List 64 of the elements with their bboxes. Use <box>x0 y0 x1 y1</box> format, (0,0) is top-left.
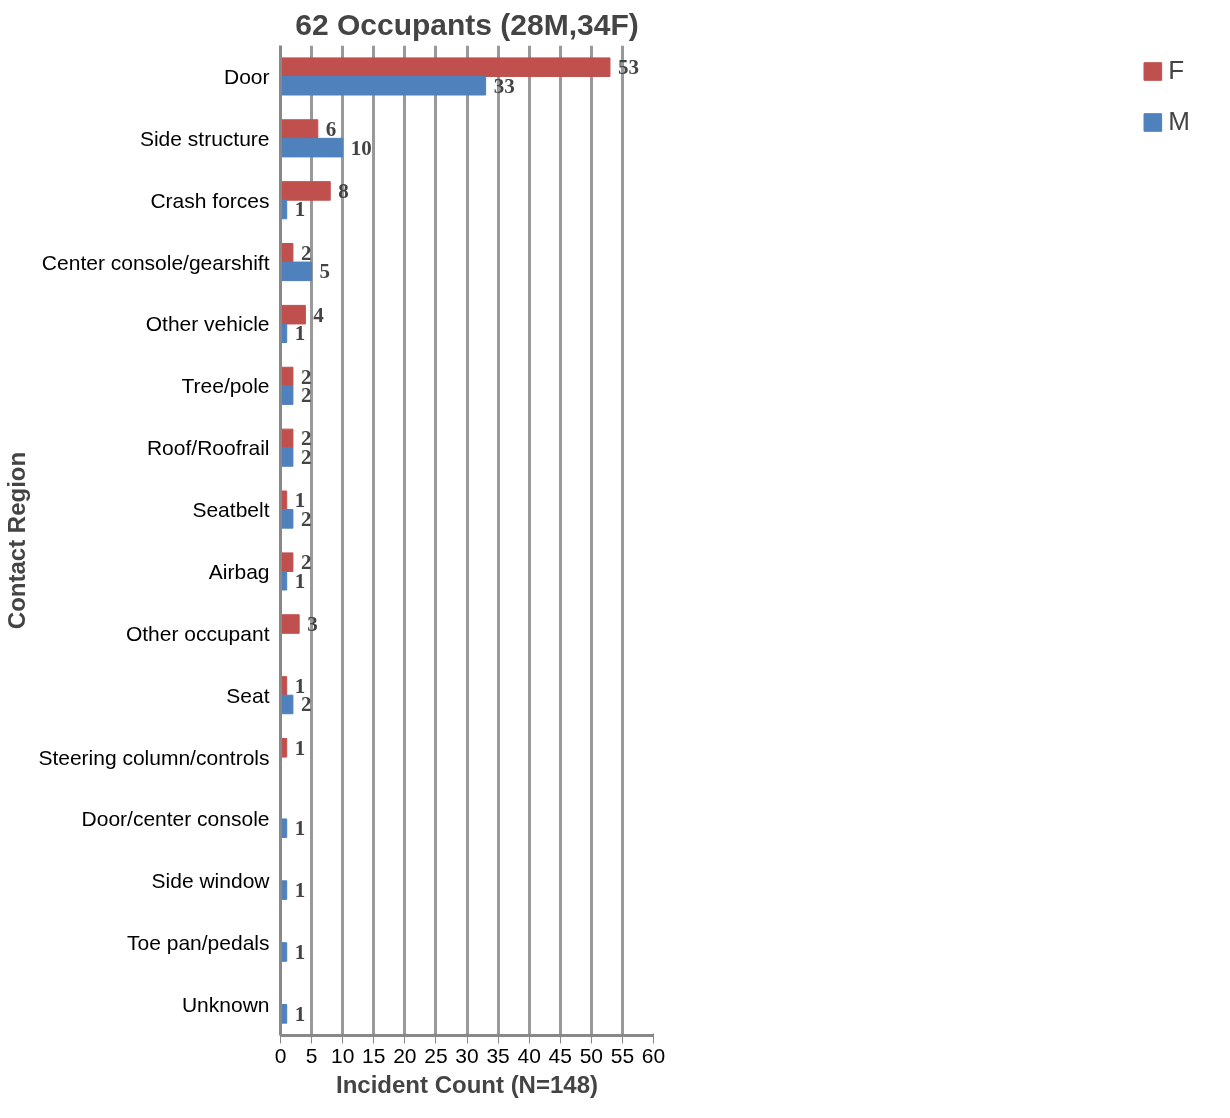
y-tick-label: Other occupant <box>125 621 270 645</box>
data-label: 1 <box>294 878 306 903</box>
y-tick-label: Other vehicle <box>145 312 270 336</box>
x-tick-label: 25 <box>424 1043 448 1067</box>
data-label: 33 <box>493 73 515 98</box>
bar <box>280 75 487 96</box>
x-tick-label: 15 <box>362 1043 386 1067</box>
data-label: 2 <box>300 240 312 265</box>
x-tick-label: 35 <box>486 1043 510 1067</box>
data-label: 4 <box>313 302 325 327</box>
y-tick-label: Seat <box>226 683 270 707</box>
bar <box>280 509 294 529</box>
x-tick-label: 40 <box>517 1043 541 1067</box>
bar <box>280 552 294 572</box>
x-tick-label: 55 <box>610 1043 635 1067</box>
bar <box>280 137 344 158</box>
bar <box>280 304 306 325</box>
bar <box>280 447 294 467</box>
data-label: 1 <box>294 816 306 841</box>
y-tick-label: Unknown <box>181 993 270 1017</box>
bar <box>280 614 300 634</box>
y-tick-label: Tree/pole <box>181 374 270 398</box>
data-label: 1 <box>294 939 306 964</box>
bar <box>280 428 294 449</box>
y-tick-label: Side window <box>151 869 271 893</box>
y-tick-label: Seatbelt <box>192 498 270 522</box>
y-tick-label: Steering column/controls <box>38 745 270 769</box>
data-label: 1 <box>294 197 306 222</box>
data-label: 6 <box>325 117 337 142</box>
bar <box>280 181 331 201</box>
bar <box>280 119 319 139</box>
x-axis-title: Incident Count (N=148) <box>335 1070 599 1098</box>
bar <box>280 57 611 77</box>
y-tick-label: Roof/Roofrail <box>146 436 270 460</box>
y-tick-label: Door/center console <box>81 807 270 831</box>
data-label: 5 <box>319 259 331 284</box>
y-tick-label: Toe pan/pedals <box>127 931 270 955</box>
bar <box>280 385 294 405</box>
x-tick-label: 10 <box>330 1043 355 1067</box>
y-tick-label: Center console/gearshift <box>41 250 270 274</box>
x-tick-label: 45 <box>548 1043 572 1067</box>
data-label: 3 <box>307 612 318 637</box>
data-label: 8 <box>338 178 349 203</box>
x-tick-label: 50 <box>579 1043 604 1067</box>
x-tick-label: 5 <box>305 1043 318 1067</box>
y-tick-label: Door <box>223 64 270 88</box>
y-tick-label: Airbag <box>208 559 270 583</box>
bar <box>280 261 313 282</box>
y-tick-label: Side structure <box>139 126 270 150</box>
y-tick-label: Crash forces <box>150 188 270 212</box>
chart-title: 62 Occupants (28M,34F) <box>295 7 639 41</box>
data-label: 53 <box>617 55 639 80</box>
x-tick-label: 60 <box>641 1043 666 1067</box>
x-tick-label: 30 <box>455 1043 479 1067</box>
data-label: 1 <box>294 321 306 346</box>
legend-label: F <box>1168 55 1186 86</box>
bar <box>280 694 294 715</box>
data-label: 1 <box>294 735 306 760</box>
legend-label: M <box>1168 106 1190 137</box>
y-axis-title: Contact Region <box>3 451 31 630</box>
x-tick-label: 20 <box>393 1043 417 1067</box>
data-label: 1 <box>294 1001 306 1026</box>
data-label: 10 <box>350 135 372 160</box>
x-tick-label: 0 <box>274 1043 287 1067</box>
